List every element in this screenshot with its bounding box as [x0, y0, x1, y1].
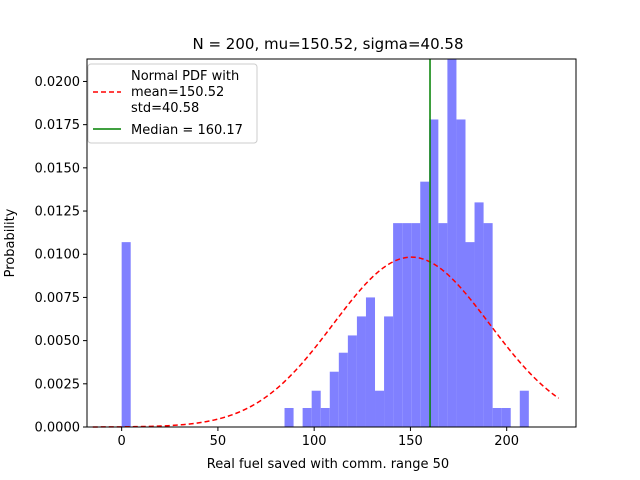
y-tick-label: 0.0075	[35, 291, 81, 306]
histogram-bar	[311, 390, 321, 427]
histogram-bar	[519, 390, 529, 427]
y-tick-label: 0.0000	[35, 421, 81, 436]
histogram-bar	[365, 297, 376, 427]
histogram-bar	[284, 407, 294, 427]
x-tick-label: 100	[302, 434, 327, 449]
legend-label-median: Median = 160.17	[131, 123, 243, 138]
y-tick-label: 0.0025	[35, 377, 81, 392]
y-axis-label: Probability	[3, 208, 18, 277]
histogram-bar	[465, 242, 475, 427]
y-tick-label: 0.0150	[35, 161, 81, 176]
x-axis: 0 50 100 150 200	[118, 427, 519, 449]
histogram-bar	[447, 59, 457, 427]
chart-title: N = 200, mu=150.52, sigma=40.58	[192, 35, 463, 53]
legend: Normal PDF with mean=150.52 std=40.58 Media…	[87, 63, 258, 144]
legend-box	[87, 63, 258, 144]
histogram-bar	[338, 352, 348, 427]
histogram-bar	[347, 335, 357, 427]
histogram-bar	[474, 202, 484, 427]
normal-pdf-line	[92, 256, 560, 428]
histogram-bar	[483, 223, 493, 427]
y-tick-label: 0.0200	[35, 75, 81, 90]
x-tick-label: 200	[494, 434, 519, 449]
y-tick-label: 0.0175	[35, 118, 81, 133]
histogram-bar	[393, 223, 403, 427]
histogram-bar	[501, 407, 511, 427]
histogram-bar	[402, 223, 412, 427]
histogram-bar	[429, 119, 439, 427]
y-axis: 0.0000 0.0025 0.0050 0.0075 0.0100 0.0125 0.01…	[35, 75, 87, 436]
histogram-bar	[302, 407, 312, 427]
plot-frame	[86, 58, 577, 428]
histogram-bar	[411, 223, 421, 427]
y-tick-label: 0.0050	[35, 334, 81, 349]
histogram-bar	[329, 371, 339, 427]
histogram-bar	[438, 223, 448, 427]
y-tick-label: 0.0125	[35, 205, 81, 220]
x-axis-label: Real fuel saved with comm. range 50	[207, 457, 449, 472]
y-tick-label: 0.0100	[35, 248, 81, 263]
x-tick-label: 0	[118, 434, 126, 449]
histogram-bar	[420, 181, 430, 427]
legend-label-normal-pdf: Normal PDF with mean=150.52 std=40.58	[131, 69, 239, 116]
histogram-bar	[320, 407, 330, 427]
plot-area	[92, 59, 560, 428]
histogram-bar	[356, 316, 366, 427]
histogram-bar	[375, 390, 385, 427]
histogram-bar	[492, 407, 502, 427]
histogram-bar	[384, 316, 394, 427]
histogram-bar	[121, 242, 131, 427]
x-tick-label: 50	[210, 434, 227, 449]
histogram-bar	[456, 119, 466, 427]
x-tick-label: 150	[398, 434, 423, 449]
